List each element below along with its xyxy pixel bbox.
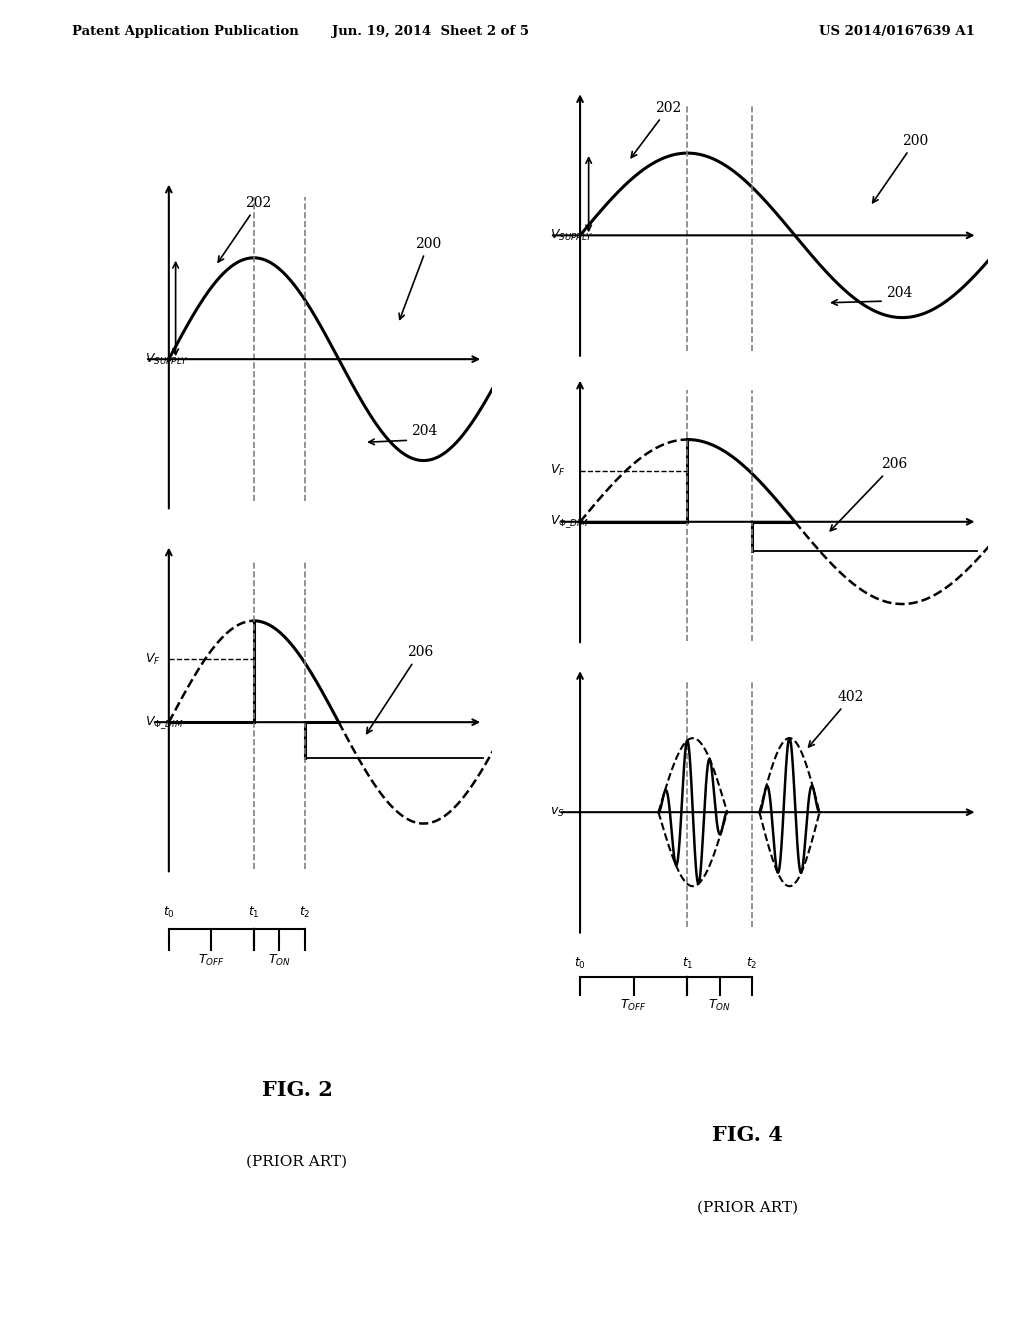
Text: US 2014/0167639 A1: US 2014/0167639 A1 [819,25,975,38]
Text: $V_F$: $V_F$ [550,463,565,478]
Text: $V_{SUPPLY}$: $V_{SUPPLY}$ [550,228,594,243]
Text: (PRIOR ART): (PRIOR ART) [697,1201,798,1214]
Text: $t_0$: $t_0$ [163,906,175,920]
Text: $t_2$: $t_2$ [746,956,758,970]
Text: 202: 202 [631,100,682,157]
Text: 200: 200 [399,236,441,319]
Text: $t_1$: $t_1$ [248,906,259,920]
Text: 202: 202 [218,197,271,263]
Text: FIG. 2: FIG. 2 [261,1080,333,1101]
Text: $V_{\Phi\_DIM}$: $V_{\Phi\_DIM}$ [550,513,589,531]
Text: $v_S$: $v_S$ [550,805,564,818]
Text: FIG. 4: FIG. 4 [712,1125,783,1146]
Text: 204: 204 [411,424,437,438]
Text: $V_{SUPPLY}$: $V_{SUPPLY}$ [145,351,188,367]
Text: $t_2$: $t_2$ [299,906,310,920]
Text: 402: 402 [809,690,864,747]
Text: Jun. 19, 2014  Sheet 2 of 5: Jun. 19, 2014 Sheet 2 of 5 [332,25,528,38]
Text: $T_{ON}$: $T_{ON}$ [268,953,291,968]
Text: $t_0$: $t_0$ [574,956,586,970]
Text: $T_{ON}$: $T_{ON}$ [709,998,731,1012]
Text: Patent Application Publication: Patent Application Publication [72,25,298,38]
Text: 204: 204 [886,286,912,300]
Text: 206: 206 [830,457,907,531]
Text: $V_{\Phi\_DIM}$: $V_{\Phi\_DIM}$ [145,714,183,730]
Text: $t_1$: $t_1$ [682,956,693,970]
Text: $T_{OFF}$: $T_{OFF}$ [198,953,224,968]
Text: $T_{OFF}$: $T_{OFF}$ [621,998,647,1012]
Text: (PRIOR ART): (PRIOR ART) [247,1155,347,1168]
Text: 206: 206 [367,645,433,734]
Text: $V_F$: $V_F$ [145,652,161,667]
Text: 200: 200 [872,133,929,203]
